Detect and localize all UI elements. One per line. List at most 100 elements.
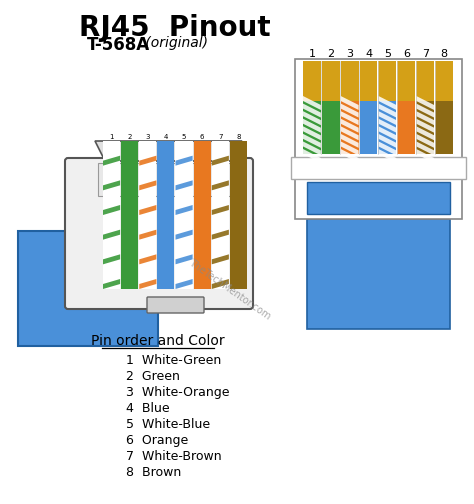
Polygon shape (379, 134, 396, 148)
Polygon shape (341, 111, 359, 125)
Bar (341, 61, 359, 101)
Bar (98, 163, 243, 196)
Polygon shape (341, 96, 359, 110)
Polygon shape (416, 119, 434, 133)
Polygon shape (341, 127, 359, 140)
Bar (230, 141, 247, 289)
Bar (307, 219, 450, 329)
Polygon shape (175, 205, 192, 215)
Text: 1: 1 (109, 134, 114, 140)
Polygon shape (303, 103, 321, 117)
Text: 7: 7 (218, 134, 223, 140)
Bar (18, 231, 158, 346)
Bar (322, 61, 340, 101)
Text: 5: 5 (182, 134, 186, 140)
Text: 2: 2 (128, 134, 132, 140)
Polygon shape (379, 103, 396, 117)
Bar (360, 61, 377, 101)
Text: 4: 4 (365, 49, 372, 59)
Text: 8: 8 (236, 134, 241, 140)
Polygon shape (341, 142, 359, 155)
Text: 5: 5 (384, 49, 391, 59)
Polygon shape (416, 142, 434, 155)
Bar (303, 101, 321, 154)
Bar (322, 101, 340, 154)
Text: T-568A: T-568A (86, 36, 150, 54)
Polygon shape (103, 180, 120, 191)
Polygon shape (95, 141, 242, 161)
Bar (435, 61, 453, 101)
Bar (360, 101, 377, 154)
Polygon shape (175, 180, 192, 191)
Polygon shape (379, 111, 396, 125)
Polygon shape (416, 149, 434, 163)
Polygon shape (379, 149, 396, 163)
Polygon shape (139, 255, 156, 264)
Bar (295, 59, 462, 219)
Text: 6: 6 (200, 134, 204, 140)
Text: 4: 4 (164, 134, 168, 140)
Polygon shape (212, 156, 229, 166)
Text: 4  Blue: 4 Blue (126, 402, 170, 415)
Polygon shape (212, 255, 229, 264)
Text: 5  White-Blue: 5 White-Blue (126, 418, 210, 431)
Text: Pin order and Color: Pin order and Color (91, 334, 225, 348)
Bar (303, 61, 321, 101)
Polygon shape (103, 279, 120, 289)
FancyBboxPatch shape (65, 158, 253, 309)
FancyBboxPatch shape (147, 297, 204, 313)
Text: 6: 6 (403, 49, 410, 59)
Polygon shape (303, 149, 321, 163)
Text: TheTechMentor.com: TheTechMentor.com (187, 257, 273, 321)
Bar (416, 101, 434, 154)
Bar (379, 61, 396, 101)
Polygon shape (303, 96, 321, 110)
Polygon shape (103, 230, 120, 240)
Bar (139, 141, 156, 289)
Bar (291, 157, 466, 179)
Polygon shape (379, 119, 396, 133)
Polygon shape (416, 103, 434, 117)
Polygon shape (416, 134, 434, 148)
Text: 3: 3 (146, 134, 150, 140)
Polygon shape (139, 230, 156, 240)
Polygon shape (175, 156, 192, 166)
Text: 2: 2 (327, 49, 334, 59)
Bar (341, 101, 359, 154)
Bar (103, 141, 120, 289)
Text: RJ45  Pinout: RJ45 Pinout (79, 14, 271, 42)
Bar (175, 141, 192, 289)
Polygon shape (303, 119, 321, 133)
Text: 3  White-Orange: 3 White-Orange (126, 386, 229, 399)
Polygon shape (139, 156, 156, 166)
Bar (397, 61, 415, 101)
Polygon shape (175, 255, 192, 264)
Polygon shape (303, 134, 321, 148)
Polygon shape (416, 96, 434, 110)
Polygon shape (175, 279, 192, 289)
Text: 8: 8 (440, 49, 447, 59)
Bar (121, 141, 138, 289)
Text: 3: 3 (346, 49, 353, 59)
Polygon shape (212, 279, 229, 289)
Bar (435, 101, 453, 154)
Bar (212, 141, 229, 289)
Polygon shape (341, 119, 359, 133)
Polygon shape (416, 127, 434, 140)
Polygon shape (212, 180, 229, 191)
Polygon shape (416, 111, 434, 125)
Text: 6  Orange: 6 Orange (126, 434, 188, 447)
Text: (original): (original) (142, 36, 209, 50)
Text: 1: 1 (309, 49, 315, 59)
Polygon shape (303, 127, 321, 140)
Polygon shape (341, 134, 359, 148)
Bar (193, 141, 211, 289)
Polygon shape (303, 111, 321, 125)
Polygon shape (103, 205, 120, 215)
Polygon shape (212, 230, 229, 240)
Text: 7: 7 (422, 49, 429, 59)
Bar (379, 101, 396, 154)
Polygon shape (139, 279, 156, 289)
Polygon shape (303, 142, 321, 155)
Text: 2  Green: 2 Green (126, 370, 180, 383)
